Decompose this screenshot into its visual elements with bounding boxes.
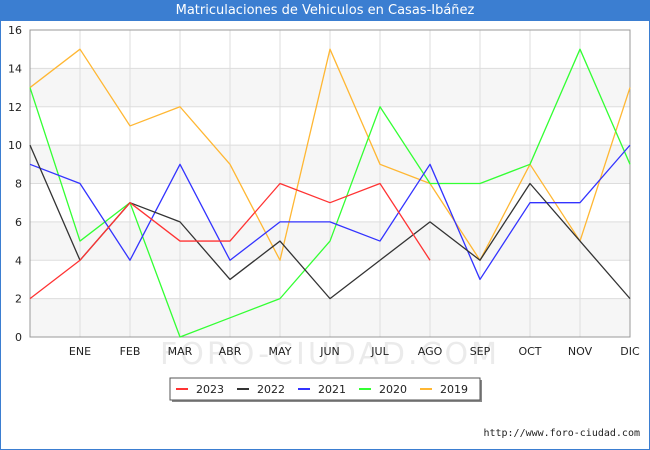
x-tick-label: OCT [518,345,541,358]
x-tick-label: JUN [319,345,340,358]
series-line-2023 [29,182,431,300]
axes [29,29,631,338]
x-tick-labels: ENE FEB MAR ABR MAY JUN JUL AGO SEP OCT NOV DIC [69,345,640,358]
footer-url: http://www.foro-ciudad.com [483,428,640,439]
y-tick-label: 12 [8,101,22,114]
y-tick-label: 6 [15,216,22,229]
legend-label-2019: 2019 [440,383,468,396]
series-line-2021 [29,144,631,281]
legend-label-2020: 2020 [379,383,407,396]
x-tick-label: JUL [370,345,389,358]
x-tick-label: MAR [168,345,193,358]
y-tick-label: 8 [15,178,22,191]
legend-label-2022: 2022 [257,383,285,396]
y-tick-label: 16 [8,24,22,37]
y-tick-label: 0 [15,331,22,344]
x-tick-label: SEP [470,345,491,358]
x-tick-label: MAY [269,345,292,358]
legend-label-2021: 2021 [318,383,346,396]
x-tick-label: NOV [568,345,593,358]
y-tick-label: 4 [15,254,22,267]
legend-box [169,377,481,401]
y-tick-labels: 0 2 4 6 8 10 12 14 16 [8,24,22,344]
y-tick-label: 14 [8,62,22,75]
watermark: FORO-CIUDAD.COM [160,337,500,372]
x-tick-label: DIC [620,345,640,358]
chart-title: Matriculaciones de Vehiculos en Casas-Ib… [1,1,649,21]
x-tick-label: AGO [418,345,443,358]
y-tick-label: 10 [8,139,22,152]
plot-border [29,29,631,338]
x-tick-label: ENE [69,345,91,358]
x-tick-label: FEB [120,345,141,358]
series-lines [29,48,631,338]
legend-label-2023: 2023 [196,383,224,396]
y-tick-label: 2 [15,293,22,306]
legend: 2023 2022 2021 2020 2019 [169,377,482,402]
x-tick-label: ABR [219,345,242,358]
